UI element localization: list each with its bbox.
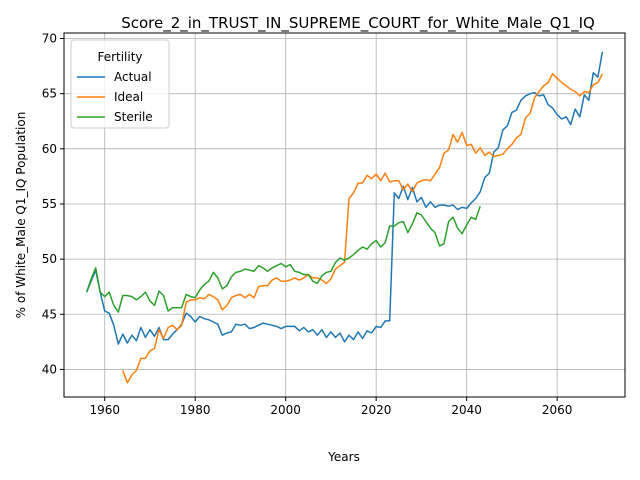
y-tick-label: 60 — [42, 142, 57, 156]
x-axis-ticks: 1960 1980 2000 2020 2040 2060 — [89, 397, 572, 417]
y-tick-label: 40 — [42, 362, 57, 376]
x-tick-label: 1960 — [89, 403, 120, 417]
y-tick-label: 50 — [42, 252, 57, 266]
x-tick-label: 2000 — [270, 403, 301, 417]
legend: Fertility Actual Ideal Sterile — [70, 39, 170, 129]
series-line-ideal — [122, 73, 604, 384]
legend-label-sterile: Sterile — [114, 110, 153, 124]
legend-label-ideal: Ideal — [114, 90, 143, 104]
legend-title: Fertility — [97, 50, 142, 64]
y-axis-label: % of White_Male Q1_IQ Population — [14, 112, 28, 319]
series-line-sterile — [85, 205, 481, 313]
chart-title: Score_2_in_TRUST_IN_SUPREME_COURT_for_Wh… — [121, 14, 595, 33]
x-tick-label: 2060 — [542, 403, 573, 417]
legend-box — [70, 39, 170, 129]
series-line-actual — [85, 51, 604, 345]
y-tick-label: 65 — [42, 87, 57, 101]
y-tick-label: 55 — [42, 197, 57, 211]
y-tick-label: 45 — [42, 307, 57, 321]
x-tick-label: 2020 — [361, 403, 392, 417]
y-tick-label: 70 — [42, 32, 57, 46]
y-axis-ticks: 40 45 50 55 60 65 70 — [42, 32, 64, 376]
x-tick-label: 2040 — [451, 403, 482, 417]
series-lines — [85, 51, 604, 384]
plot-frame — [63, 32, 626, 398]
x-tick-label: 1980 — [180, 403, 211, 417]
x-axis-label: Years — [327, 450, 360, 464]
legend-label-actual: Actual — [114, 70, 152, 84]
